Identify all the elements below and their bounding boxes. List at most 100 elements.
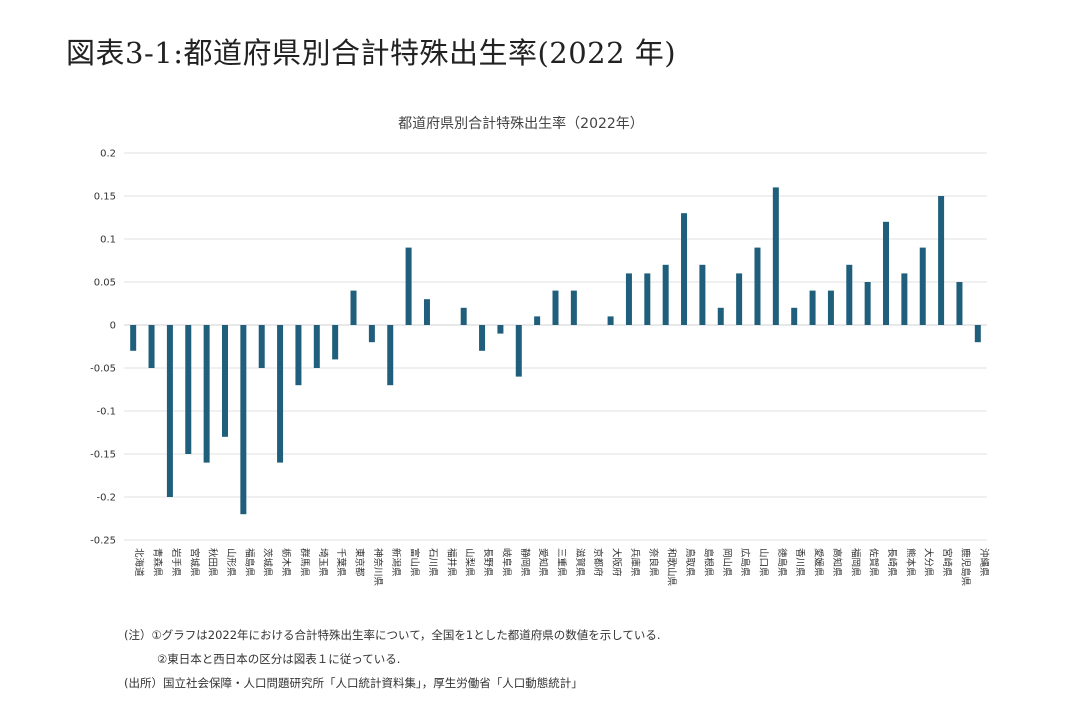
x-tick-label: 長野県	[482, 548, 493, 577]
x-tick-label: 東京都	[354, 548, 366, 577]
x-tick-label: 愛知県	[537, 548, 549, 577]
note-2: ②東日本と西日本の区分は図表１に従っている.	[157, 652, 401, 666]
bar-秋田県	[203, 325, 210, 463]
x-tick-label: 埼玉県	[317, 548, 329, 577]
bar-栃木県	[277, 325, 284, 463]
x-tick-label: 長崎県	[886, 548, 898, 577]
bar-新潟県	[387, 325, 394, 386]
x-axis-labels: 北海道 青森県 岩手県 宮城県 秋田県 山形県 福島県 茨城県 栃木県 群馬県 埼玉県 千葉県 東京都神…	[133, 548, 990, 587]
bar-沖縄県	[974, 325, 981, 343]
bar-富山県	[405, 247, 412, 325]
bar-愛媛県	[809, 290, 816, 325]
x-tick-label: 愛媛県	[813, 548, 825, 577]
x-tick-label: 栃木県	[280, 548, 292, 577]
bar-大阪府	[607, 316, 614, 325]
chart-notes: (注）①グラフは2022年における合計特殊出生率について，全国を1とした都道府県…	[124, 623, 661, 695]
y-tick-label: -0.2	[96, 493, 116, 504]
x-tick-label: 山梨県	[464, 548, 476, 577]
grid-lines	[124, 152, 987, 541]
bar-広島県	[736, 273, 743, 325]
bar-島根県	[699, 264, 706, 325]
bar-鳥取県	[681, 213, 688, 325]
x-tick-label: 茨城県	[262, 548, 274, 577]
bar-山口県	[754, 247, 761, 325]
x-tick-label: 熊本県	[904, 548, 916, 577]
x-tick-label: 岡山県	[721, 548, 732, 577]
x-tick-label: 宮崎県	[941, 548, 953, 577]
x-tick-label: 福岡県	[849, 548, 861, 577]
x-tick-label: 山形県	[225, 548, 237, 577]
bar-群馬県	[295, 325, 302, 386]
bar-福島県	[240, 325, 247, 515]
chart-title: 都道府県別合計特殊出生率（2022年）	[398, 115, 644, 132]
bar-長野県	[479, 325, 486, 351]
bars	[130, 187, 981, 515]
bar-熊本県	[901, 273, 908, 325]
x-tick-label: 群馬県	[298, 548, 310, 577]
bar-山形県	[221, 325, 228, 437]
x-tick-label: 三重県	[556, 548, 568, 577]
y-axis-ticks: 0.2 0.15 0.1 0.05 0 -0.05 -0.1 -0.15 -0.2 -0.25	[90, 149, 116, 547]
x-tick-label: 岩手県	[170, 548, 182, 577]
x-tick-label: 高知県	[831, 548, 843, 577]
source-note: (出所）国立社会保障・人口問題研究所「人口統計資料集」，厚生労働省「人口動態統計…	[124, 676, 583, 690]
figure-title: 図表3-1:都道府県別合計特殊出生率(2022 年)	[66, 36, 677, 70]
x-tick-label: 島根県	[702, 548, 714, 577]
note-1: (注）①グラフは2022年における合計特殊出生率について，全国を1とした都道府県…	[124, 628, 661, 642]
bar-千葉県	[332, 325, 339, 360]
y-tick-label: 0.15	[94, 192, 116, 203]
bar-神奈川県	[368, 325, 375, 343]
x-tick-label: 北海道	[133, 548, 145, 577]
x-tick-label: 鹿児島県	[959, 548, 971, 587]
bar-北海道	[130, 325, 137, 351]
x-tick-label: 香川県	[794, 548, 805, 577]
bar-奈良県	[644, 273, 651, 325]
x-tick-label: 和歌山県	[666, 548, 678, 587]
bar-佐賀県	[864, 282, 871, 325]
bar-長崎県	[883, 221, 890, 325]
y-tick-label: 0	[110, 321, 116, 332]
x-tick-label: 福島県	[243, 548, 255, 577]
bar-静岡県	[515, 325, 522, 377]
bar-愛知県	[534, 316, 541, 325]
bar-岩手県	[166, 325, 173, 497]
bar-香川県	[791, 307, 798, 325]
y-tick-label: -0.05	[90, 364, 116, 375]
x-tick-label: 兵庫県	[629, 548, 641, 577]
bar-兵庫県	[625, 273, 632, 325]
x-tick-label: 大阪府	[611, 548, 623, 577]
x-tick-label: 新潟県	[390, 548, 402, 577]
x-tick-label: 奈良県	[647, 548, 659, 577]
bar-岐阜県	[497, 325, 504, 334]
x-tick-label: 富山県	[409, 548, 421, 577]
x-tick-label: 大分県	[923, 548, 935, 577]
y-tick-label: -0.15	[90, 450, 116, 461]
bar-和歌山県	[662, 264, 669, 325]
bar-鹿児島県	[956, 282, 963, 325]
bar-青森県	[148, 325, 155, 368]
bar-埼玉県	[313, 325, 320, 368]
x-tick-label: 鳥取県	[684, 548, 696, 577]
x-tick-label: 宮城県	[188, 548, 200, 577]
bar-高知県	[827, 290, 834, 325]
y-tick-label: 0.1	[100, 235, 116, 246]
bar-岡山県	[717, 307, 724, 325]
x-tick-label: 広島県	[739, 548, 751, 577]
x-tick-label: 石川県	[427, 548, 438, 577]
y-tick-label: -0.25	[90, 536, 116, 547]
bar-三重県	[552, 290, 559, 325]
x-tick-label: 佐賀県	[868, 548, 880, 577]
bar-東京都	[350, 290, 357, 325]
x-tick-label: 福井県	[445, 548, 457, 577]
x-tick-label: 滋賀県	[574, 548, 586, 577]
bar-滋賀県	[570, 290, 577, 325]
bar-宮崎県	[938, 196, 945, 325]
x-tick-label: 徳島県	[776, 548, 788, 577]
bar-山梨県	[460, 307, 467, 325]
y-tick-label: 0.05	[94, 278, 116, 289]
bar-大分県	[919, 247, 926, 325]
y-tick-label: 0.2	[100, 149, 116, 160]
bar-福岡県	[846, 264, 853, 325]
x-tick-label: 京都府	[592, 548, 604, 577]
